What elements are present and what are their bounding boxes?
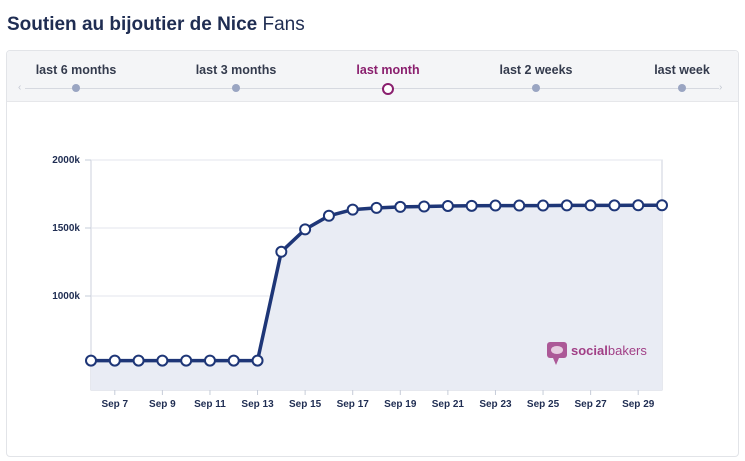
tab-last-2-weeks[interactable]: last 2 weeks bbox=[499, 63, 573, 77]
data-point[interactable] bbox=[275, 245, 288, 258]
tab-last-6-months[interactable]: last 6 months bbox=[35, 63, 117, 77]
data-point[interactable] bbox=[370, 201, 383, 214]
data-point[interactable] bbox=[537, 199, 550, 212]
slider-right-arrow-icon: › bbox=[719, 82, 723, 93]
data-point[interactable] bbox=[418, 200, 431, 213]
slider-stop-last-week[interactable] bbox=[678, 84, 686, 92]
data-point[interactable] bbox=[346, 203, 359, 216]
data-point[interactable] bbox=[203, 354, 216, 367]
data-point[interactable] bbox=[108, 354, 121, 367]
data-point[interactable] bbox=[156, 354, 169, 367]
data-point[interactable] bbox=[251, 354, 264, 367]
socialbakers-watermark: socialbakers bbox=[547, 342, 647, 365]
y-tick-label: 2000k bbox=[52, 155, 80, 166]
y-tick-label: 1500k bbox=[52, 223, 80, 234]
x-tick-label: Sep 17 bbox=[337, 399, 370, 410]
x-tick-label: Sep 13 bbox=[241, 399, 274, 410]
slider-stop-last-2-weeks[interactable] bbox=[532, 84, 540, 92]
x-tick-label: Sep 9 bbox=[149, 399, 176, 410]
tab-last-month[interactable]: last month bbox=[356, 63, 420, 77]
data-point[interactable] bbox=[465, 199, 478, 212]
page-title: Soutien au bijoutier de Nice Fans bbox=[7, 14, 305, 36]
slider-stop-last-month[interactable] bbox=[382, 83, 394, 95]
page-title-metric: Fans bbox=[262, 14, 305, 35]
period-selector: last 6 months last 3 months last month l… bbox=[7, 51, 738, 102]
x-tick-label: Sep 11 bbox=[194, 399, 226, 410]
slider-stop-last-6-months[interactable] bbox=[72, 84, 80, 92]
data-point[interactable] bbox=[513, 199, 526, 212]
data-point[interactable] bbox=[584, 199, 597, 212]
area-fill bbox=[91, 205, 662, 390]
data-point[interactable] bbox=[227, 354, 240, 367]
data-point[interactable] bbox=[632, 199, 645, 212]
tab-last-week[interactable]: last week bbox=[654, 63, 710, 77]
x-tick-label: Sep 27 bbox=[575, 399, 608, 410]
slider-stop-last-3-months[interactable] bbox=[232, 84, 240, 92]
watermark-text: socialbakers bbox=[571, 343, 647, 358]
period-slider-track[interactable] bbox=[25, 88, 719, 89]
data-point[interactable] bbox=[85, 354, 97, 367]
data-point[interactable] bbox=[180, 354, 193, 367]
x-tick-label: Sep 21 bbox=[432, 399, 465, 410]
data-point[interactable] bbox=[132, 354, 145, 367]
x-tick-label: Sep 29 bbox=[622, 399, 655, 410]
x-tick-label: Sep 7 bbox=[101, 399, 128, 410]
data-point[interactable] bbox=[608, 199, 621, 212]
y-tick-label: 1000k bbox=[52, 291, 80, 302]
x-tick-label: Sep 15 bbox=[289, 399, 322, 410]
data-point[interactable] bbox=[322, 209, 335, 222]
data-point[interactable] bbox=[560, 199, 573, 212]
x-tick-label: Sep 23 bbox=[479, 399, 512, 410]
data-point[interactable] bbox=[299, 223, 312, 236]
data-point[interactable] bbox=[489, 199, 502, 212]
slider-left-arrow-icon: ‹ bbox=[18, 82, 22, 93]
data-point[interactable] bbox=[656, 199, 668, 212]
data-point[interactable] bbox=[394, 200, 407, 213]
x-tick-label: Sep 19 bbox=[384, 399, 417, 410]
data-point[interactable] bbox=[441, 199, 454, 212]
x-tick-label: Sep 25 bbox=[527, 399, 560, 410]
tab-last-3-months[interactable]: last 3 months bbox=[195, 63, 277, 77]
page-title-name: Soutien au bijoutier de Nice bbox=[7, 14, 258, 35]
